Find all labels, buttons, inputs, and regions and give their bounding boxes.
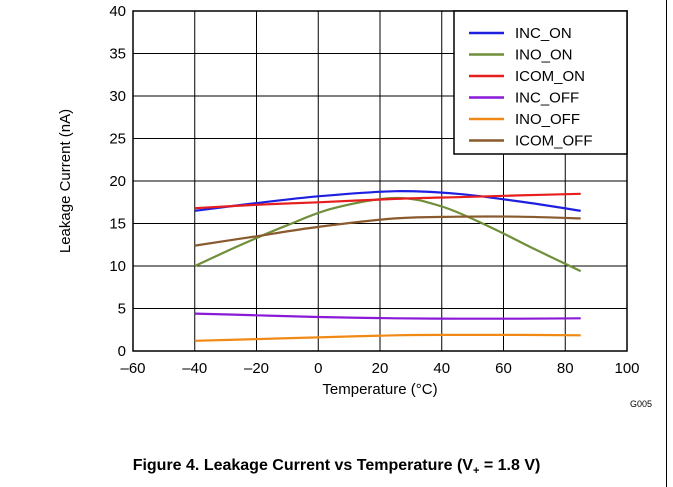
y-tick-label: 40 bbox=[109, 3, 126, 20]
y-tick-label: 20 bbox=[109, 173, 126, 190]
x-tick-label: 20 bbox=[372, 360, 389, 377]
legend-label: INO_ON bbox=[515, 47, 573, 64]
caption-suffix: = 1.8 V) bbox=[479, 457, 541, 474]
y-axis-label: Leakage Current (nA) bbox=[57, 109, 74, 253]
y-tick-label: 0 bbox=[118, 343, 126, 360]
y-tick-label: 15 bbox=[109, 216, 126, 233]
plot-frame bbox=[132, 10, 628, 352]
series-lines bbox=[194, 190, 582, 342]
x-tick-label: –20 bbox=[244, 360, 269, 377]
page-edge-rule bbox=[666, 0, 667, 487]
caption-prefix: Figure 4. Leakage Current vs Temperature… bbox=[132, 457, 473, 474]
x-tick-label: 0 bbox=[314, 360, 322, 377]
series-line-ino-off bbox=[194, 333, 581, 342]
x-tick-label: 80 bbox=[557, 360, 574, 377]
series-line-inc-on bbox=[194, 190, 581, 212]
legend-box bbox=[453, 10, 628, 155]
series-line-ino-on bbox=[194, 196, 582, 273]
legend-label: ICOM_OFF bbox=[515, 133, 593, 150]
series-line-icom-on bbox=[194, 192, 581, 210]
legend-label: INC_OFF bbox=[515, 90, 579, 107]
caption-subscript: + bbox=[472, 465, 480, 478]
legend-label: INO_OFF bbox=[515, 111, 580, 128]
y-tick-label: 35 bbox=[109, 46, 126, 63]
x-tick-label: 40 bbox=[433, 360, 450, 377]
x-tick-label: –60 bbox=[120, 360, 145, 377]
y-tick-label: 10 bbox=[109, 258, 126, 275]
series-line-inc-off bbox=[194, 312, 581, 320]
figure-caption: Figure 4. Leakage Current vs Temperature… bbox=[0, 457, 673, 477]
series-line-icom-off bbox=[194, 215, 581, 247]
x-axis-label: Temperature (°C) bbox=[322, 381, 437, 398]
legend: INC_ON INO_ON ICOM_ON INC_OFF INO_OFF ICOM_OF… bbox=[453, 10, 628, 155]
legend-label: ICOM_ON bbox=[515, 68, 585, 85]
y-tick-label: 30 bbox=[109, 88, 126, 105]
figure-code: G005 bbox=[630, 399, 652, 409]
legend-label: INC_ON bbox=[515, 25, 572, 42]
x-tick-label: –40 bbox=[182, 360, 207, 377]
x-tick-label: 100 bbox=[614, 360, 639, 377]
y-tick-label: 25 bbox=[109, 131, 126, 148]
y-tick-label: 5 bbox=[118, 301, 126, 318]
x-tick-label: 60 bbox=[495, 360, 512, 377]
tick-labels: –60 –40 –20 0 20 40 60 80 100 0 5 10 15 20 25 30 35 40 bbox=[109, 3, 639, 377]
